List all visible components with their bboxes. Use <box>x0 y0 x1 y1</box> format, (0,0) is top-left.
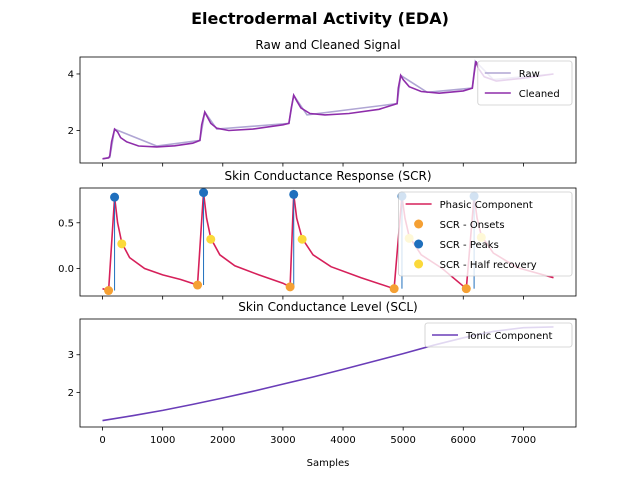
axes-frame-1 <box>79 56 577 164</box>
y-tick-label: 2 <box>68 388 74 399</box>
marker-scr-peaks <box>110 192 120 202</box>
legend-label: SCR - Peaks <box>440 240 499 251</box>
legend-box <box>477 60 573 106</box>
legend-label: Tonic Component <box>465 331 552 342</box>
legend-1: Raw Cleaned <box>477 60 573 106</box>
axes-frame-2 <box>79 187 577 297</box>
x-axis-label: Samples <box>307 458 350 469</box>
figure-title: Electrodermal Activity (EDA) <box>191 9 449 28</box>
legend-label: Phasic Component <box>440 200 533 211</box>
marker-scr-half-recovery <box>206 234 216 244</box>
marker-scr-onsets <box>285 282 295 292</box>
marker-scr-half-recovery <box>297 234 307 244</box>
legend-marker-swatch <box>414 219 424 229</box>
panel-title: Raw and Cleaned Signal <box>255 38 400 52</box>
legend-box <box>398 191 573 277</box>
x-tick-label: 3000 <box>270 435 295 446</box>
panel-title: Skin Conductance Response (SCR) <box>224 169 431 183</box>
series-line-cleaned <box>102 60 554 160</box>
legend-marker-swatch <box>414 259 424 269</box>
legend-label: SCR - Onsets <box>440 220 505 231</box>
legend-label: Raw <box>519 69 540 80</box>
y-tick-label: 2 <box>68 126 74 137</box>
panel-title: Skin Conductance Level (SCL) <box>238 300 417 314</box>
marker-scr-onsets <box>389 284 399 294</box>
x-tick-label: 0 <box>99 435 105 446</box>
marker-scr-onsets <box>193 280 203 290</box>
y-tick-label: 0.0 <box>58 264 74 275</box>
marker-scr-onsets <box>461 284 471 294</box>
legend-marker-swatch <box>414 239 424 249</box>
panels-group: 2 4 Raw and Cleaned Signal Raw Cleaned 0.0 0.5… <box>58 38 577 469</box>
y-tick-label: 0.5 <box>58 218 74 229</box>
panel-2: 0.0 0.5 Skin Conductance Response (SCR) Pha… <box>58 169 577 300</box>
legend-2: Phasic Component SCR - Onsets SCR - Peaks S… <box>398 191 573 277</box>
legend-3: Tonic Component <box>424 322 573 348</box>
x-tick-label: 6000 <box>451 435 476 446</box>
x-tick-label: 4000 <box>330 435 355 446</box>
legend-label: SCR - Half recovery <box>440 260 537 271</box>
legend-box <box>424 322 573 348</box>
x-tick-label: 1000 <box>150 435 175 446</box>
panel-1: 2 4 Raw and Cleaned Signal Raw Cleaned <box>68 38 577 167</box>
y-tick-label: 3 <box>68 350 74 361</box>
axes-frame-3 <box>79 318 577 428</box>
x-tick-label: 7000 <box>511 435 536 446</box>
legend-label: Cleaned <box>519 89 560 100</box>
x-tick-label: 2000 <box>210 435 235 446</box>
marker-scr-half-recovery <box>117 239 127 249</box>
plot-area-1 <box>102 59 554 160</box>
marker-scr-peaks <box>199 188 209 198</box>
marker-scr-onsets <box>104 286 114 296</box>
x-tick-label: 5000 <box>390 435 415 446</box>
marker-scr-peaks <box>289 189 299 199</box>
panel-3: 0 1000 2000 3000 4000 5000 6000 7000 2 3 Skin Cond… <box>68 300 577 469</box>
y-tick-label: 4 <box>68 69 74 80</box>
